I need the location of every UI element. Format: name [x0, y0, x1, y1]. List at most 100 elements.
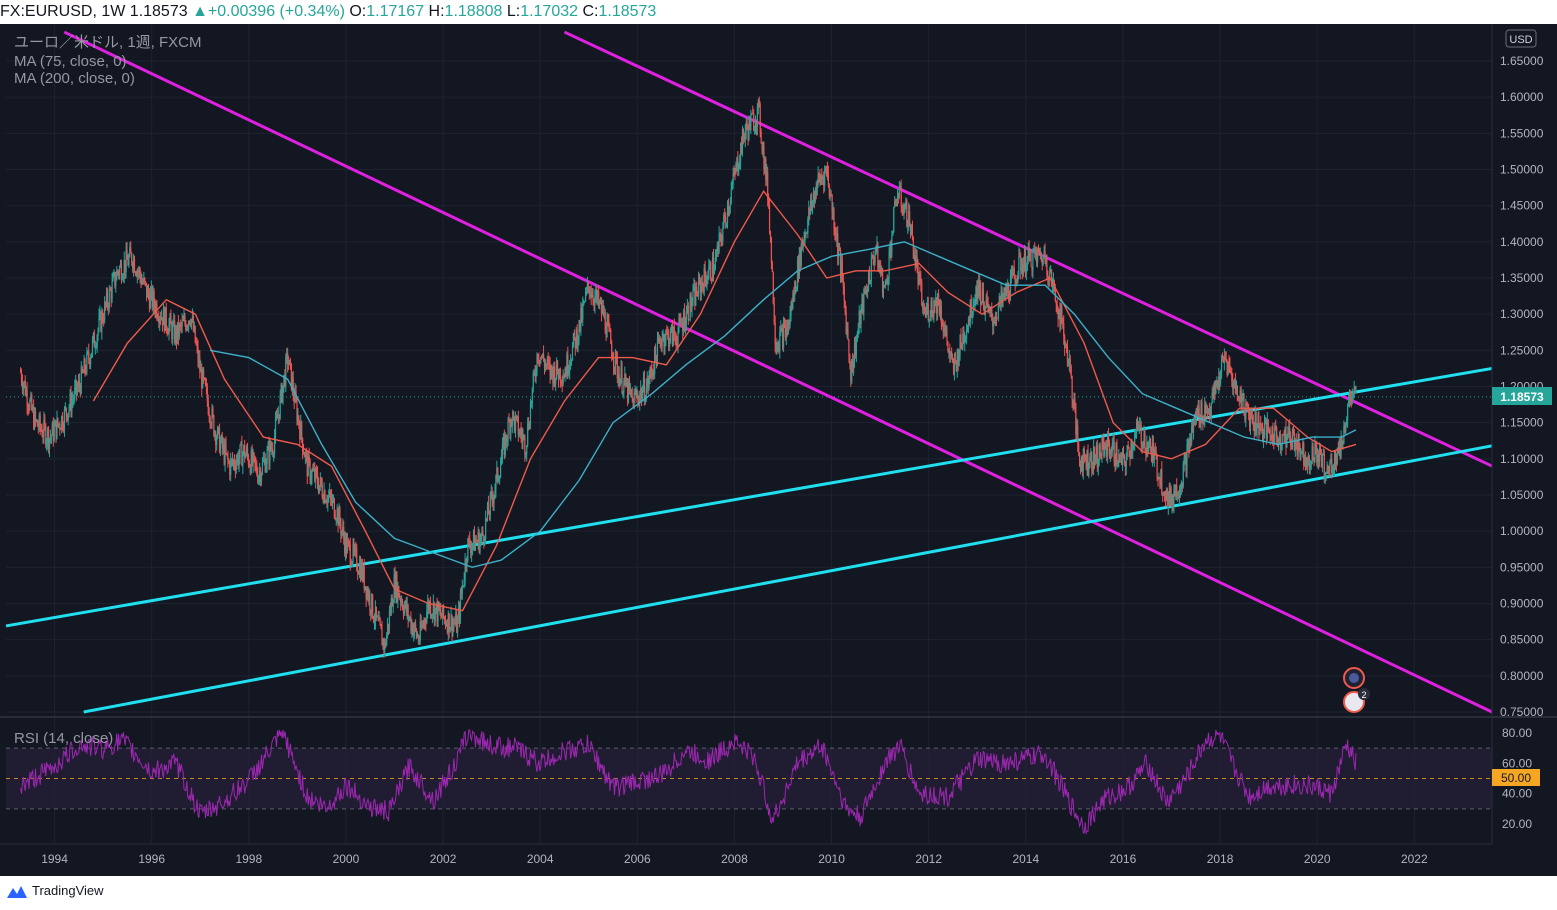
legend-ma75[interactable]: MA (75, close, 0): [14, 53, 127, 70]
candle-body: [1128, 448, 1130, 457]
candle-body: [40, 427, 42, 430]
candle-body: [715, 252, 717, 258]
candle-body: [1044, 251, 1046, 263]
candle-body: [344, 536, 347, 554]
candle-body: [935, 297, 937, 307]
candle-body: [1137, 424, 1140, 431]
candle-body: [1289, 427, 1291, 436]
candle-body: [786, 327, 788, 335]
candle-body: [1216, 380, 1218, 387]
candle-body: [932, 312, 934, 316]
candle-body: [195, 342, 197, 345]
candle-body: [1324, 473, 1326, 480]
candle-body: [239, 444, 241, 458]
candle-body: [822, 177, 824, 179]
candle-body: [818, 174, 820, 177]
candle-body: [937, 293, 940, 306]
candle-body: [1107, 432, 1109, 457]
candle-body: [330, 497, 333, 504]
legend-title[interactable]: ユーロ／米ドル, 1週, FXCM: [14, 34, 202, 51]
candle-body: [1005, 285, 1007, 298]
candle-body: [63, 409, 66, 429]
candle-body: [1345, 424, 1347, 432]
candle-body: [1083, 449, 1085, 457]
candle-body: [76, 387, 79, 393]
legend-ma200[interactable]: MA (200, close, 0): [14, 70, 135, 87]
candle-body: [650, 368, 652, 371]
moving-averages: [92, 189, 1357, 612]
candle-body: [283, 374, 285, 386]
candle-body: [826, 170, 829, 173]
candle-body: [1129, 456, 1131, 459]
candle-body: [1025, 269, 1027, 273]
candle-body: [796, 260, 799, 288]
currency-button-label[interactable]: USD: [1509, 34, 1532, 46]
candle-body: [411, 623, 413, 631]
candle-body: [141, 281, 143, 285]
candle-body: [1321, 453, 1324, 468]
currency-button[interactable]: [1505, 29, 1537, 48]
candle-body: [334, 517, 336, 520]
chart-canvas[interactable]: 1.65000 1.60000 1.55000 1.50000 1.45000 1.400…: [0, 24, 1557, 876]
candle-body: [499, 477, 501, 479]
candle-body: [1302, 442, 1304, 452]
candle-body: [1292, 429, 1295, 435]
candle-body: [1148, 445, 1150, 452]
candle-body: [920, 277, 922, 284]
event-markers[interactable]: 2: [1343, 667, 1370, 713]
candle-body: [1316, 447, 1318, 463]
candle-body: [495, 475, 497, 490]
candle-body: [793, 292, 795, 296]
candle-body: [641, 388, 643, 400]
candle-body: [1019, 255, 1021, 258]
candle-body: [1070, 366, 1072, 376]
candle-body: [367, 589, 369, 600]
candle-body: [1002, 293, 1004, 300]
candle-body: [49, 437, 52, 439]
candle-body: [895, 201, 897, 204]
candle-body: [513, 416, 516, 431]
tradingview-logo-icon[interactable]: [6, 884, 28, 900]
candle-body: [1248, 413, 1251, 427]
candle-body: [237, 455, 239, 466]
candle-body: [1063, 323, 1065, 337]
candle-body: [1190, 438, 1192, 442]
grid: [6, 24, 1492, 844]
candle-body: [467, 538, 469, 561]
candle-body: [230, 459, 232, 475]
candle-body: [290, 363, 292, 390]
candle-body: [810, 200, 812, 214]
candle-body: [996, 318, 999, 320]
candle-body: [546, 359, 548, 365]
candle-body: [35, 420, 38, 421]
candle-body: [198, 357, 200, 363]
candle-body: [465, 559, 467, 566]
candle-body: [1322, 453, 1324, 455]
candle-body: [365, 586, 367, 599]
candle-body: [596, 289, 598, 301]
candle-body: [892, 231, 894, 236]
close-value: 1.18573: [598, 3, 657, 20]
candle-body: [755, 122, 758, 128]
legend-rsi[interactable]: RSI (14, close): [14, 730, 113, 747]
candle-body: [190, 319, 193, 325]
rsi-tag: [1492, 769, 1540, 786]
candle-body: [985, 298, 987, 308]
candle-body: [506, 440, 508, 442]
tradingview-brand[interactable]: TradingView: [32, 883, 104, 898]
candle-body: [22, 384, 24, 390]
candle-body: [428, 601, 430, 610]
candle-body: [978, 280, 980, 297]
candle-body: [1234, 379, 1236, 384]
candle-body: [586, 282, 589, 290]
candle-body: [261, 461, 264, 474]
candle-body: [96, 335, 98, 347]
candle-body: [711, 257, 714, 281]
candle-body: [983, 304, 985, 315]
candle-body: [548, 362, 550, 364]
symbol-line[interactable]: FX:EURUSD, 1W 1.18573: [0, 3, 188, 20]
candle-body: [686, 305, 688, 312]
candle-body: [784, 324, 787, 338]
candle-body: [1281, 434, 1283, 444]
trendline-magenta: [63, 30, 1493, 714]
